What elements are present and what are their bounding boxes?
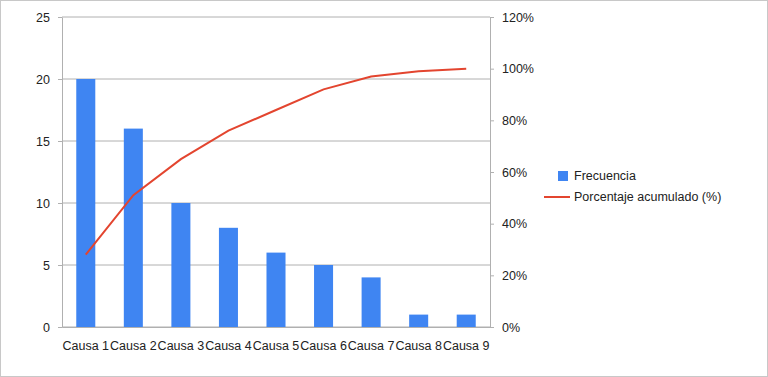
tick: Causa 6	[300, 327, 347, 353]
tick-mark	[490, 172, 494, 173]
axis-line	[62, 18, 63, 328]
bar	[124, 129, 143, 327]
tick-mark	[490, 120, 494, 121]
tick: Causa 8	[395, 327, 442, 353]
tick-label: 10	[36, 197, 50, 211]
tick-mark	[490, 224, 494, 225]
tick-label: Causa 6	[300, 339, 347, 353]
legend-item: Frecuencia	[558, 169, 636, 183]
chart: 05101520250%20%40%60%80%100%120%Causa 1C…	[0, 0, 768, 377]
tick-label: 5	[43, 259, 50, 273]
tick: 0%	[490, 321, 520, 335]
tick-label: Causa 8	[395, 339, 442, 353]
tick-label: Causa 1	[62, 339, 109, 353]
bar	[314, 265, 333, 327]
tick-mark	[490, 275, 494, 276]
legend-label: Porcentaje acumulado (%)	[574, 190, 721, 204]
tick-label: 60%	[502, 166, 527, 180]
tick: 10	[36, 197, 62, 211]
tick: 20	[36, 73, 62, 87]
tick-label: Causa 3	[158, 339, 205, 353]
tick: 80%	[490, 114, 527, 128]
legend-swatch	[558, 171, 568, 181]
bar	[266, 253, 285, 327]
bar	[362, 277, 381, 327]
bar	[409, 315, 428, 327]
tick-label: 20%	[502, 269, 527, 283]
tick-label: 20	[36, 73, 50, 87]
tick-label: Causa 9	[443, 339, 490, 353]
legend-swatch	[544, 196, 570, 198]
tick-label: 0	[43, 321, 50, 335]
y-axis: 0 5 10 15 20 25	[36, 11, 62, 335]
tick: Causa 4	[205, 327, 252, 353]
tick-mark	[490, 327, 494, 328]
tick: Causa 7	[348, 327, 395, 353]
tick: Causa 2	[110, 327, 157, 353]
tick: 40%	[490, 217, 527, 231]
tick: Causa 5	[253, 327, 300, 353]
tick: 100%	[490, 62, 534, 76]
tick-label: 100%	[502, 62, 534, 76]
bar-series	[76, 79, 475, 327]
bar	[457, 315, 476, 327]
tick-label: 25	[36, 11, 50, 25]
tick-label: Causa 5	[253, 339, 300, 353]
tick-mark	[58, 327, 62, 328]
tick: 60%	[490, 166, 527, 180]
tick-label: 120%	[502, 11, 534, 25]
grid	[62, 17, 490, 327]
tick-label: 15	[36, 135, 50, 149]
tick-mark	[58, 265, 62, 266]
tick: Causa 9	[443, 327, 490, 353]
y2-axis: 0% 20% 40% 60% 80% 100% 120%	[490, 11, 534, 335]
plot: 05101520250%20%40%60%80%100%120%Causa 1C…	[36, 11, 534, 353]
bar	[219, 228, 238, 327]
tick-mark	[58, 17, 62, 18]
axis-line	[63, 327, 491, 328]
grid-line	[62, 79, 490, 80]
grid-line	[62, 17, 490, 18]
tick-mark	[490, 17, 494, 18]
tick-label: Causa 2	[110, 339, 157, 353]
x-axis: Causa 1Causa 2Causa 3Causa 4Causa 5Causa…	[62, 327, 490, 353]
tick-mark	[58, 141, 62, 142]
line	[86, 69, 466, 255]
tick: 5	[43, 259, 62, 273]
tick: 0	[43, 321, 62, 335]
legend-label: Frecuencia	[574, 169, 636, 183]
tick-label: Causa 4	[205, 339, 252, 353]
bar	[76, 79, 95, 327]
chart-frame	[1, 1, 768, 377]
tick-mark	[490, 69, 494, 70]
tick-label: 40%	[502, 217, 527, 231]
tick: 120%	[490, 11, 534, 25]
tick-label: 80%	[502, 114, 527, 128]
tick: 15	[36, 135, 62, 149]
legend: Frecuencia Porcentaje acumulado (%)	[544, 169, 721, 204]
tick: 20%	[490, 269, 527, 283]
tick-mark	[58, 79, 62, 80]
tick: 25	[36, 11, 62, 25]
tick: Causa 1	[62, 327, 109, 353]
tick-label: Causa 7	[348, 339, 395, 353]
legend-item: Porcentaje acumulado (%)	[544, 190, 721, 204]
tick-mark	[58, 203, 62, 204]
marks	[76, 69, 475, 327]
bar	[171, 203, 190, 327]
tick: Causa 3	[158, 327, 205, 353]
tick-label: 0%	[502, 321, 520, 335]
